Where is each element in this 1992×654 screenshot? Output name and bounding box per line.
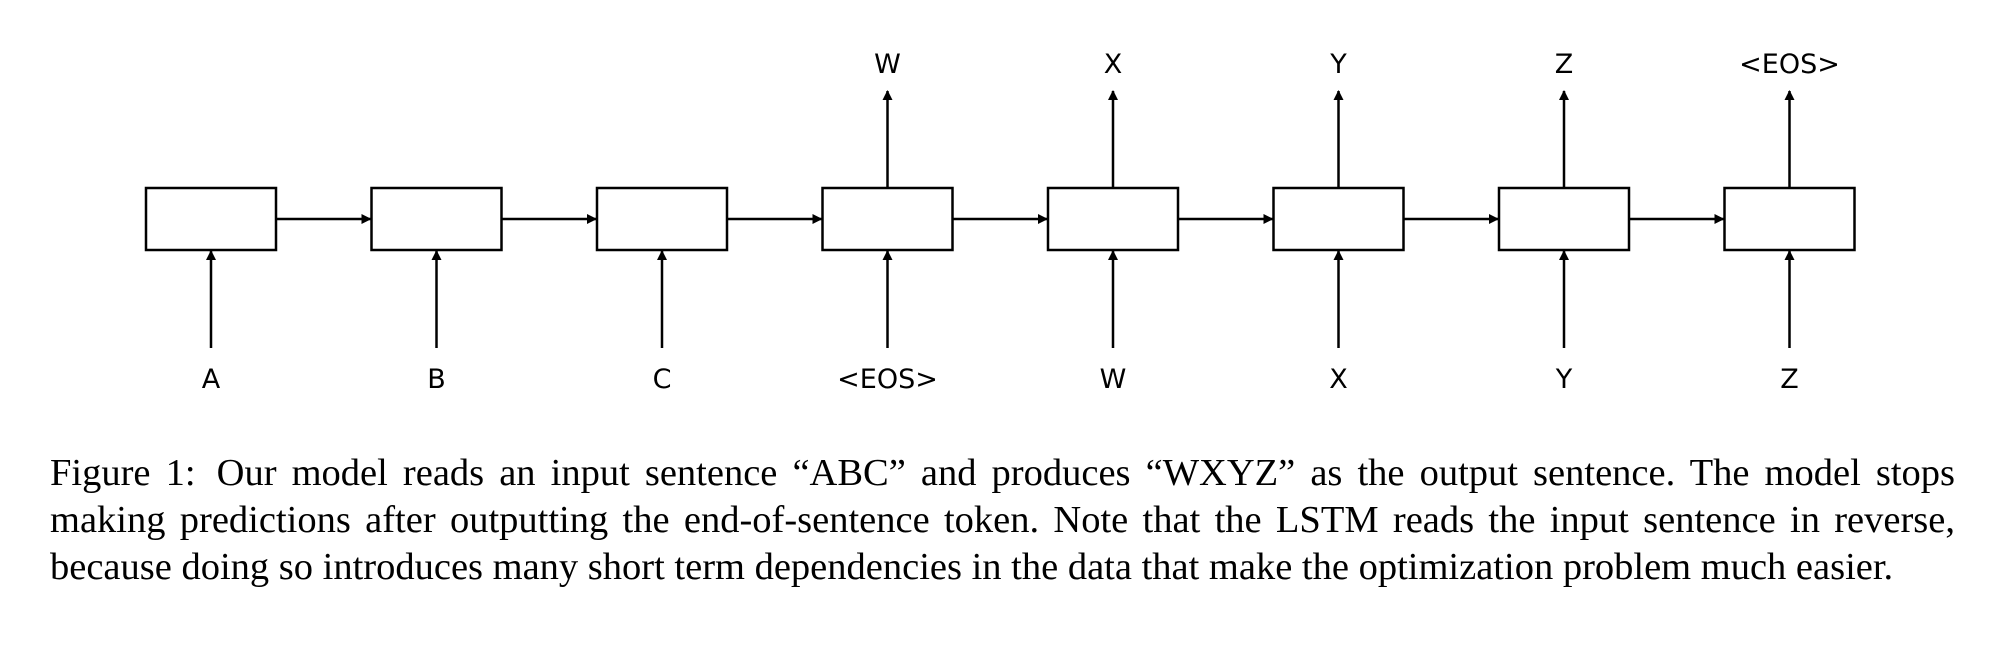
- input-token-label: Z: [1780, 364, 1799, 395]
- lstm-cell: [144, 186, 278, 252]
- figure-label: Figure 1:: [50, 452, 196, 494]
- lstm-cell: [1046, 186, 1180, 252]
- lstm-cell: [370, 186, 503, 252]
- output-token-label: Y: [1329, 49, 1347, 80]
- input-token-label: C: [653, 364, 672, 395]
- lstm-cell: [595, 186, 729, 252]
- lstm-cell: [1272, 186, 1405, 252]
- lstm-cell: [821, 186, 954, 252]
- lstm-cell: [1497, 186, 1631, 252]
- seq2seq-diagram: A B C <EOS> W W X X Y Y Z Z <EOS>: [144, 49, 1856, 395]
- output-token-label: X: [1104, 49, 1123, 80]
- figure-caption: Figure 1: Our model reads an input sente…: [50, 450, 1955, 591]
- lstm-cell: [1723, 186, 1856, 252]
- output-token-label: Z: [1555, 49, 1574, 80]
- output-token-label: W: [874, 49, 901, 80]
- caption-text: Our model reads an input sentence “ABC” …: [50, 452, 1956, 588]
- input-token-label: <EOS>: [837, 364, 938, 395]
- output-token-label: <EOS>: [1739, 49, 1840, 80]
- input-token-label: Y: [1555, 364, 1573, 395]
- input-token-label: A: [202, 364, 221, 395]
- input-token-label: W: [1100, 364, 1127, 395]
- input-token-label: B: [427, 364, 446, 395]
- input-token-label: X: [1329, 364, 1348, 395]
